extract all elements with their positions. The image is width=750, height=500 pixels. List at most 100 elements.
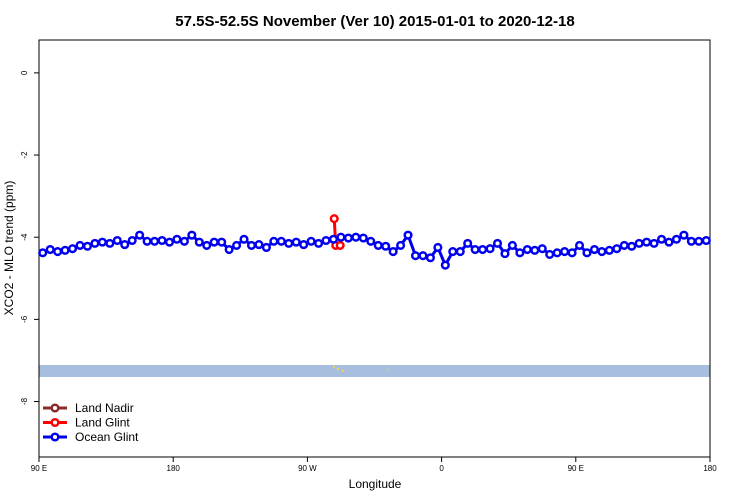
x-tick-label: 180 bbox=[703, 464, 717, 473]
data-point bbox=[306, 236, 316, 246]
plot-frame bbox=[38, 39, 711, 458]
data-point bbox=[634, 238, 644, 248]
data-point bbox=[433, 242, 443, 253]
data-point bbox=[440, 260, 450, 270]
data-point bbox=[425, 253, 435, 263]
data-point bbox=[388, 247, 398, 257]
data-point bbox=[612, 244, 622, 254]
data-point bbox=[627, 241, 637, 251]
data-point bbox=[396, 240, 406, 250]
data-point bbox=[485, 244, 495, 254]
legend-label: Land Glint bbox=[75, 416, 130, 430]
data-point bbox=[314, 238, 324, 248]
data-point bbox=[336, 232, 346, 242]
data-point bbox=[329, 214, 339, 224]
data-point bbox=[38, 248, 48, 258]
data-point bbox=[127, 235, 137, 246]
data-point bbox=[671, 234, 682, 244]
land-speck bbox=[332, 365, 336, 369]
data-point bbox=[291, 237, 301, 247]
data-point bbox=[574, 240, 585, 250]
data-point bbox=[97, 237, 107, 247]
data-point bbox=[358, 233, 368, 243]
land-speck bbox=[341, 369, 345, 373]
data-point bbox=[202, 240, 212, 250]
x-tick-label: 0 bbox=[439, 464, 444, 473]
data-point bbox=[321, 235, 331, 246]
data-point bbox=[604, 245, 614, 255]
y-tick-label: -4 bbox=[20, 233, 29, 241]
data-point bbox=[515, 248, 525, 258]
x-axis-label: Longitude bbox=[349, 477, 402, 491]
data-point bbox=[686, 236, 696, 246]
data-point bbox=[157, 235, 167, 246]
data-point bbox=[164, 237, 175, 247]
y-tick-label: -6 bbox=[20, 315, 29, 323]
data-point bbox=[373, 240, 383, 250]
y-tick-label: -2 bbox=[20, 151, 29, 159]
legend-marker bbox=[50, 432, 60, 442]
data-point bbox=[656, 234, 667, 244]
data-point bbox=[418, 251, 428, 261]
data-point bbox=[701, 235, 711, 246]
data-point bbox=[597, 247, 607, 257]
data-point bbox=[172, 234, 182, 244]
data-point bbox=[582, 248, 592, 258]
data-point bbox=[68, 244, 78, 254]
data-point bbox=[470, 244, 480, 255]
data-point bbox=[552, 248, 562, 258]
data-point bbox=[187, 230, 197, 240]
data-point bbox=[589, 244, 599, 255]
land-speck bbox=[336, 367, 340, 371]
data-point bbox=[284, 238, 294, 248]
data-point bbox=[642, 237, 652, 247]
y-tick-label: -8 bbox=[20, 397, 29, 405]
data-point bbox=[545, 249, 555, 260]
data-point bbox=[366, 236, 376, 246]
y-axis-label: XCO2 - MLO trend (ppm) bbox=[2, 181, 16, 316]
data-point bbox=[179, 236, 189, 246]
data-point bbox=[560, 247, 570, 257]
data-point bbox=[530, 245, 540, 255]
data-point bbox=[209, 237, 219, 247]
data-point bbox=[142, 236, 152, 246]
data-point bbox=[328, 234, 339, 244]
data-point bbox=[135, 230, 145, 240]
data-point bbox=[381, 241, 391, 251]
data-point bbox=[75, 240, 85, 250]
land-speck bbox=[387, 369, 389, 371]
data-point bbox=[478, 244, 488, 255]
data-point bbox=[694, 236, 704, 246]
data-point bbox=[232, 240, 242, 250]
land-strip bbox=[39, 365, 710, 377]
data-point bbox=[537, 244, 547, 254]
data-point bbox=[194, 237, 204, 247]
data-point bbox=[448, 247, 458, 257]
y-tick-label: 0 bbox=[20, 70, 29, 75]
data-point bbox=[403, 230, 413, 240]
legend-label: Land Nadir bbox=[75, 401, 134, 415]
data-point bbox=[82, 241, 93, 251]
data-point bbox=[455, 247, 465, 257]
data-point bbox=[410, 251, 421, 261]
legend-label: Ocean Glint bbox=[75, 430, 139, 444]
data-point bbox=[463, 238, 473, 248]
data-point bbox=[224, 244, 234, 255]
data-point bbox=[500, 249, 510, 259]
data-point bbox=[351, 232, 361, 242]
x-tick-label: 90 E bbox=[31, 464, 47, 473]
x-tick-label: 90 E bbox=[568, 464, 584, 473]
data-point bbox=[664, 237, 674, 247]
data-point bbox=[112, 235, 122, 246]
data-point bbox=[567, 248, 577, 258]
data-point bbox=[105, 238, 115, 248]
data-point bbox=[254, 240, 264, 250]
data-point bbox=[53, 247, 63, 257]
data-point bbox=[335, 240, 345, 250]
data-point bbox=[299, 240, 309, 250]
data-point bbox=[120, 240, 130, 250]
data-point bbox=[507, 240, 517, 250]
data-point bbox=[90, 238, 100, 248]
data-point bbox=[150, 236, 160, 246]
data-point bbox=[522, 244, 532, 255]
